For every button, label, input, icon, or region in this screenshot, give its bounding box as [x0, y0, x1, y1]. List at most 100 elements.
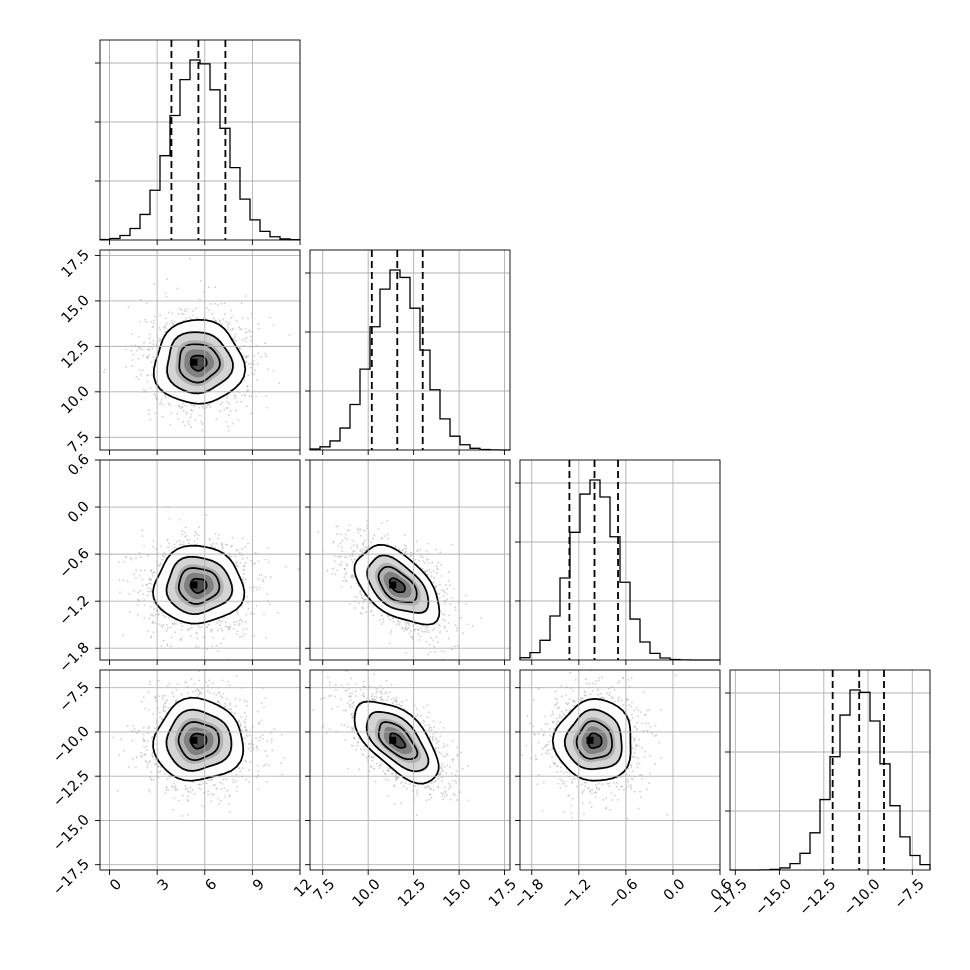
sample-point: [140, 556, 142, 558]
sample-point: [140, 756, 143, 758]
sample-point: [184, 310, 187, 313]
sample-point: [371, 756, 374, 759]
sample-point: [618, 696, 620, 699]
sample-point: [351, 576, 354, 579]
sample-point: [608, 785, 611, 787]
sample-point: [164, 292, 167, 295]
sample-point: [164, 702, 166, 705]
sample-point: [583, 690, 586, 693]
sample-point: [350, 677, 353, 680]
sample-point: [434, 650, 436, 653]
sample-point: [260, 574, 263, 576]
sample-point: [617, 698, 620, 701]
sample-point: [448, 614, 451, 617]
sample-point: [147, 413, 150, 416]
sample-point: [254, 551, 257, 554]
sample-point: [122, 579, 125, 582]
sample-point: [207, 684, 209, 687]
sample-point: [635, 707, 638, 709]
sample-point: [428, 723, 430, 726]
sample-point: [427, 631, 430, 634]
sample-point: [269, 603, 271, 606]
sample-point: [181, 406, 184, 408]
sample-point: [435, 738, 438, 741]
sample-point: [226, 407, 229, 410]
sample-point: [329, 728, 331, 731]
sample-point: [336, 569, 338, 572]
sample-point: [419, 627, 422, 630]
sample-point: [380, 614, 383, 617]
sample-point: [140, 751, 143, 754]
sample-point: [376, 687, 378, 690]
sample-point: [370, 610, 373, 612]
sample-point: [348, 524, 351, 526]
sample-point: [148, 578, 151, 581]
sample-point: [584, 785, 586, 788]
panel-content: [100, 670, 300, 870]
sample-point: [454, 606, 456, 609]
sample-point: [373, 534, 376, 537]
sample-point: [189, 628, 191, 630]
sample-point: [666, 814, 669, 816]
contour-line: [551, 698, 632, 782]
sample-point: [229, 317, 232, 320]
sample-point: [446, 764, 449, 767]
sample-point: [176, 412, 179, 415]
sample-point: [162, 614, 165, 617]
sample-point: [148, 617, 150, 620]
sample-point: [633, 739, 636, 742]
sample-point: [243, 337, 246, 340]
sample-point: [581, 792, 584, 795]
sample-point: [241, 548, 243, 551]
contour-line: [353, 544, 441, 626]
sample-point: [234, 555, 237, 558]
sample-point: [182, 421, 185, 423]
sample-point: [182, 409, 185, 412]
sample-point: [158, 326, 161, 329]
sample-point: [549, 734, 551, 737]
sample-point: [224, 625, 227, 628]
sample-point: [181, 815, 184, 817]
sample-point: [343, 568, 346, 570]
sample-point: [241, 578, 244, 581]
sample-point: [414, 623, 417, 626]
sample-point: [167, 311, 170, 314]
sample-point: [547, 752, 550, 755]
sample-point: [336, 525, 339, 528]
sample-point: [164, 616, 167, 618]
sample-point: [247, 607, 250, 610]
sample-point: [132, 573, 135, 576]
sample-point: [245, 613, 248, 616]
sample-point: [542, 781, 545, 784]
sample-point: [151, 373, 154, 376]
sample-point: [597, 679, 600, 682]
sample-point: [198, 679, 201, 682]
sample-point: [425, 628, 427, 630]
sample-point: [601, 783, 604, 785]
sample-point: [126, 725, 129, 727]
sample-point: [143, 739, 146, 741]
sample-point: [171, 312, 173, 315]
sample-point: [424, 724, 427, 727]
sample-point: [546, 722, 549, 725]
sample-point: [257, 560, 260, 563]
sample-point: [222, 318, 225, 321]
sample-point: [153, 359, 156, 361]
sample-point: [254, 562, 256, 565]
sample-point: [435, 571, 438, 574]
sample-point: [182, 313, 185, 315]
sample-point: [358, 768, 361, 771]
sample-point: [219, 642, 222, 645]
sample-point: [154, 695, 157, 698]
sample-point: [138, 575, 141, 577]
sample-point: [348, 695, 350, 698]
sample-point: [588, 790, 591, 793]
sample-point: [222, 693, 225, 695]
sample-point: [184, 680, 187, 683]
sample-point: [229, 329, 232, 332]
sample-point: [190, 678, 193, 681]
sample-point: [229, 410, 232, 413]
sample-point: [200, 420, 203, 423]
sample-point: [248, 734, 251, 737]
sample-point: [583, 813, 585, 815]
